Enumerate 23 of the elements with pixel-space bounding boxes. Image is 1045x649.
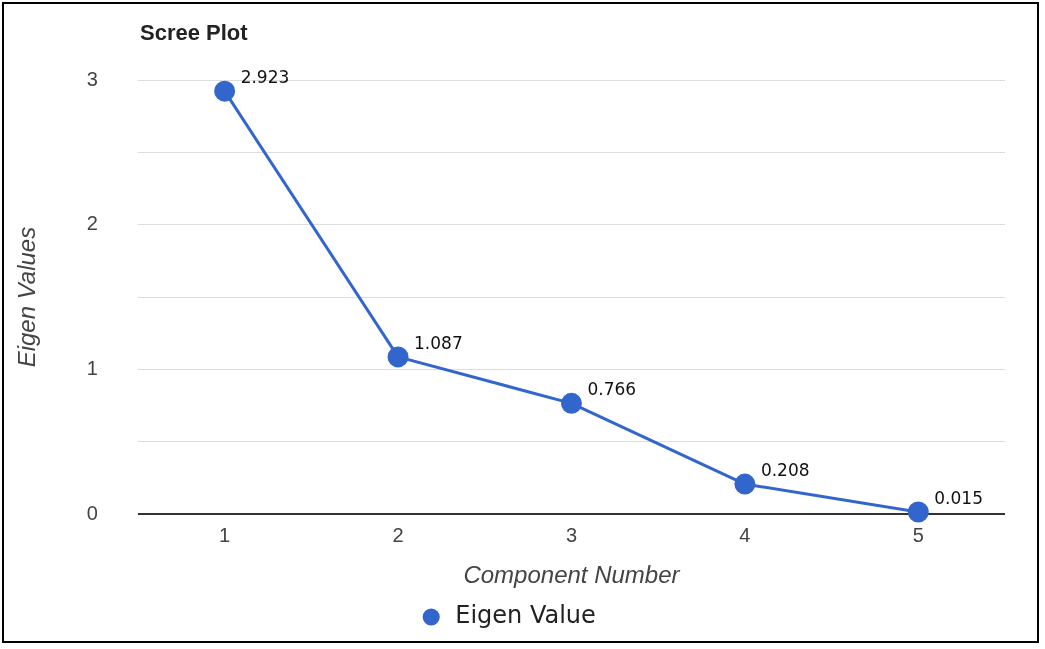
x-tick-label: 5: [912, 523, 924, 546]
chart-title: Scree Plot: [140, 20, 248, 46]
x-tick-label: 4: [739, 523, 751, 546]
y-tick-label: 3: [86, 67, 98, 90]
point: [560, 392, 582, 414]
data-label: 0.015: [934, 487, 983, 508]
x-tick-label: 1: [219, 523, 231, 546]
data-label: 1.087: [414, 332, 463, 353]
data-label: 0.208: [760, 460, 810, 481]
data-label: 2.923: [240, 67, 290, 88]
y-tick-label: 0: [86, 501, 98, 524]
legend-label: Eigen Value: [455, 601, 596, 630]
point: [907, 501, 929, 523]
data-label: 0.766: [587, 379, 637, 400]
point: [214, 80, 236, 102]
x-tick-label: 3: [565, 523, 578, 546]
x-tick-label: 2: [392, 523, 404, 546]
point: [387, 346, 409, 368]
x-axis-title: Component Number: [463, 561, 681, 589]
y-tick-label: 1: [86, 356, 98, 379]
y-axis-title: Eigen Values: [13, 226, 41, 368]
y-tick-label: 2: [86, 212, 98, 235]
point: [734, 473, 756, 495]
